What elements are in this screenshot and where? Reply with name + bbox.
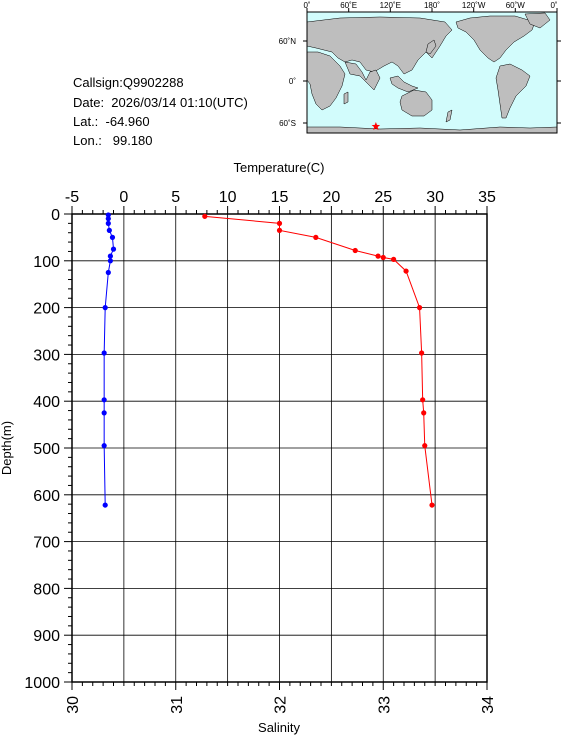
salinity-profile-line xyxy=(204,215,433,506)
depth-tick-label: 700 xyxy=(33,535,60,552)
temperature-data-point xyxy=(101,443,107,449)
station-star-icon xyxy=(371,121,381,131)
map-lon-label: 60˚E xyxy=(340,1,357,10)
salinity-data-point xyxy=(420,397,426,403)
salinity-data-point xyxy=(276,220,283,226)
salinity-tick-label: 32 xyxy=(273,696,290,714)
map-lon-label: 120˚W xyxy=(462,1,486,10)
station-marker xyxy=(371,121,381,131)
salinity-axis-title: Salinity xyxy=(258,720,300,735)
temperature-axis-title: Temperature(C) xyxy=(233,160,324,175)
temperature-data-point xyxy=(102,502,108,508)
salinity-data-point xyxy=(375,253,381,259)
temperature-data-point xyxy=(107,253,113,259)
temperature-tick-label: 15 xyxy=(271,189,289,206)
temperature-data-point xyxy=(102,305,108,311)
salinity-data-point xyxy=(421,410,427,416)
map-lon-label: 180˚ xyxy=(424,1,440,10)
salinity-data-point xyxy=(352,247,358,254)
salinity-data-point xyxy=(429,502,435,508)
salinity-data-point xyxy=(416,305,423,311)
temperature-data-point xyxy=(101,397,107,403)
depth-tick-label: 1000 xyxy=(24,675,60,692)
temperature-tick-labels: -5 0 5 10 15 20 25 30 35 xyxy=(65,189,496,206)
salinity-data-point xyxy=(419,350,425,356)
depth-axis-title: Depth(m) xyxy=(0,421,14,475)
latitude-text: Lat.: -64.960 xyxy=(73,114,150,129)
temperature-data-point xyxy=(105,220,111,226)
salinity-data-point xyxy=(403,268,409,274)
temperature-data-point xyxy=(105,212,111,218)
depth-tick-label: 500 xyxy=(33,441,60,458)
salinity-data-point xyxy=(276,227,283,233)
map-land xyxy=(306,12,558,134)
temperature-data-point xyxy=(109,234,116,240)
map-lat-label: 60˚N xyxy=(279,37,297,46)
map-lat-label: 60˚S xyxy=(279,119,296,128)
salinity-tick-labels: 30 31 32 33 34 xyxy=(65,696,497,714)
depth-tick-label: 400 xyxy=(33,394,60,411)
salinity-data-point xyxy=(422,443,428,449)
salinity-tick-label: 30 xyxy=(65,696,82,714)
salinity-data-point xyxy=(202,213,208,219)
callsign-text: Callsign:Q9902288 xyxy=(73,75,184,90)
depth-tick-label: 800 xyxy=(33,581,60,598)
temperature-tick-label: 30 xyxy=(426,189,444,206)
salinity-tick-label: 31 xyxy=(169,696,186,714)
longitude-text: Lon.: 99.180 xyxy=(73,133,153,148)
temperature-tick-label: 0 xyxy=(119,189,128,206)
map-ticks xyxy=(303,8,561,124)
depth-tick-label: 0 xyxy=(51,207,60,224)
plot-frame xyxy=(71,213,488,683)
depth-tick-label: 900 xyxy=(33,628,60,645)
profile-chart: -5 0 5 10 15 20 25 30 35 30 31 32 33 34 0 100 200 300 40… xyxy=(0,160,497,735)
depth-tick-label: 600 xyxy=(33,488,60,505)
temperature-data-point xyxy=(101,350,107,356)
series-layer xyxy=(101,212,435,508)
temperature-tick-label: 10 xyxy=(219,189,237,206)
temperature-tick-label: 5 xyxy=(171,189,180,206)
depth-tick-label: 200 xyxy=(33,301,60,318)
map-lon-label: 0˚ xyxy=(550,1,557,10)
map-lon-label: 120˚E xyxy=(380,1,401,10)
temperature-data-point xyxy=(107,258,113,264)
depth-tick-label: 100 xyxy=(33,254,60,271)
salinity-tick-label: 34 xyxy=(480,696,497,714)
map-lon-labels: 0˚ 60˚E 120˚E 180˚ 120˚W 60˚W 0˚ xyxy=(303,1,557,10)
date-text: Date: 2026/03/14 01:10(UTC) xyxy=(73,95,248,110)
temperature-tick-label: 35 xyxy=(478,189,496,206)
salinity-data-point xyxy=(380,254,386,261)
salinity-data-point xyxy=(313,234,319,240)
temperature-tick-label: 25 xyxy=(374,189,392,206)
temperature-data-point xyxy=(110,246,117,252)
map-lon-label: 0˚ xyxy=(303,1,310,10)
temperature-data-point xyxy=(106,227,112,233)
map-lat-label: 0˚ xyxy=(289,77,296,86)
depth-tick-labels: 0 100 200 300 400 500 600 700 800 900 1000 xyxy=(24,207,60,692)
temperature-tick-label: 20 xyxy=(322,189,340,206)
temperature-data-point xyxy=(105,269,111,276)
temperature-data-point xyxy=(105,216,111,222)
temperature-data-point xyxy=(101,410,107,416)
salinity-tick-label: 33 xyxy=(376,696,393,714)
salinity-data-point xyxy=(391,256,397,262)
depth-tick-label: 300 xyxy=(33,347,60,364)
map-lon-label: 60˚W xyxy=(506,1,526,10)
map-lat-labels: 60˚N 0˚ 60˚S xyxy=(279,37,297,128)
world-map: 0˚ 60˚E 120˚E 180˚ 120˚W 60˚W 0˚ 60˚N 0˚… xyxy=(279,1,561,134)
temperature-tick-label: -5 xyxy=(65,189,79,206)
temperature-profile-line xyxy=(103,214,115,506)
